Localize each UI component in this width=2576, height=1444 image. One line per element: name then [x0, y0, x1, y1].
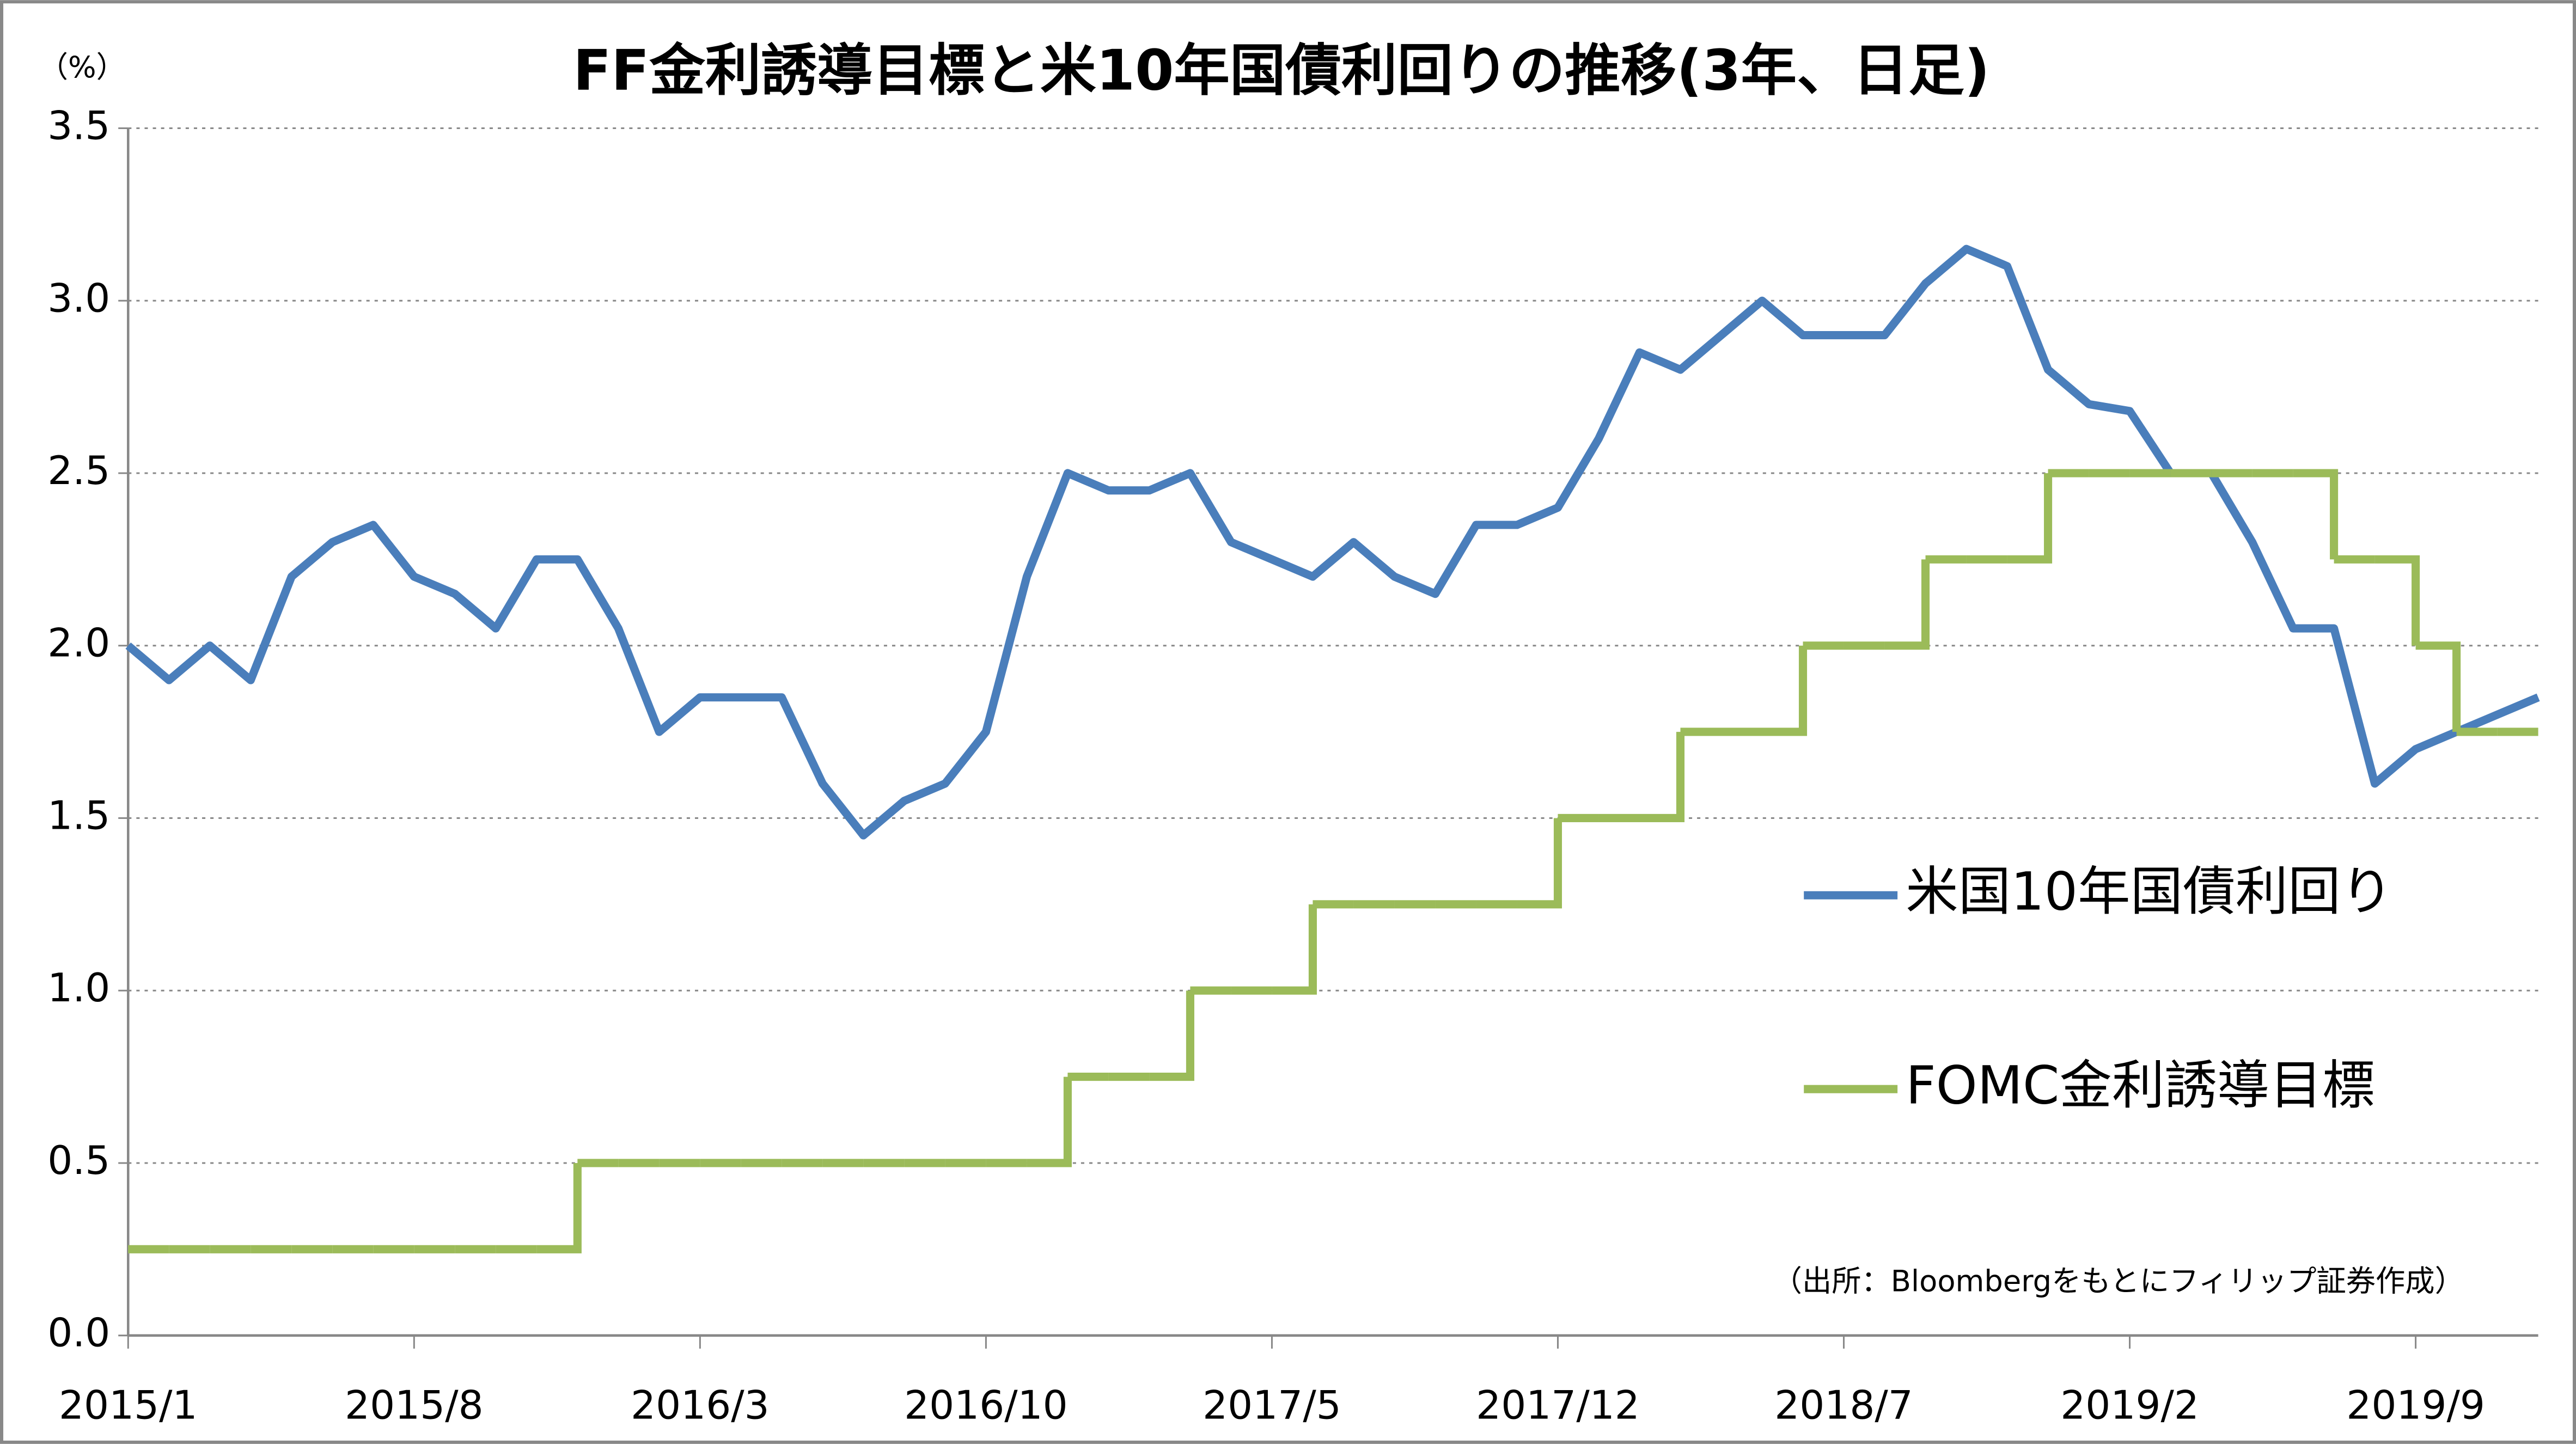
legend-label: FOMC金利誘導目標	[1906, 1055, 2374, 1116]
y-tick-label: 0.5	[47, 1138, 110, 1184]
x-tick-label: 2017/12	[1476, 1382, 1640, 1428]
y-tick-label: 0.0	[47, 1311, 110, 1356]
x-tick-label: 2015/1	[59, 1382, 198, 1428]
y-tick-label: 2.5	[47, 448, 110, 494]
y-unit: （%）	[39, 50, 126, 84]
ff-rate-segment	[2374, 555, 2420, 646]
x-tick-label: 2015/8	[345, 1382, 484, 1428]
x-tick-label: 2016/10	[904, 1382, 1068, 1428]
source-note: （出所：Bloombergをもとにフィリップ証券作成）	[1773, 1264, 2464, 1298]
y-tick-label: 2.0	[47, 621, 110, 666]
y-tick-label: 1.0	[47, 965, 110, 1011]
ff-rate-segment	[1639, 732, 1685, 823]
yield-line	[125, 244, 2540, 840]
x-tick-label: 2019/9	[2346, 1382, 2485, 1428]
x-tick-label: 2017/5	[1202, 1382, 1341, 1428]
ff-rate-segment	[1149, 990, 1194, 1081]
x-tick-label: 2018/7	[1774, 1382, 1913, 1428]
ff-rate-segment	[1027, 1076, 1072, 1167]
x-tick-label: 2016/3	[631, 1382, 770, 1428]
ff-rate-segment	[2293, 469, 2339, 560]
ff-rate-segment	[1884, 559, 1930, 650]
y-tick-label: 1.5	[47, 793, 110, 839]
ff-rate-segment	[536, 1162, 582, 1253]
y-tick-label: 3.0	[47, 276, 110, 321]
ff-rate-segment	[1272, 904, 1317, 995]
ff-rate-segment	[1762, 645, 1808, 736]
x-tick-label: 2019/2	[2060, 1382, 2199, 1428]
chart-title: FF金利誘導目標と米10年国債利回りの推移(3年、日足)	[573, 38, 1989, 103]
ff-rate-segment	[2415, 641, 2461, 732]
ff-rate-segment	[1517, 818, 1562, 909]
legend-label: 米国10年国債利回り	[1906, 861, 2393, 922]
y-tick-label: 3.5	[47, 103, 110, 149]
ff-rate-segment	[2007, 473, 2053, 564]
